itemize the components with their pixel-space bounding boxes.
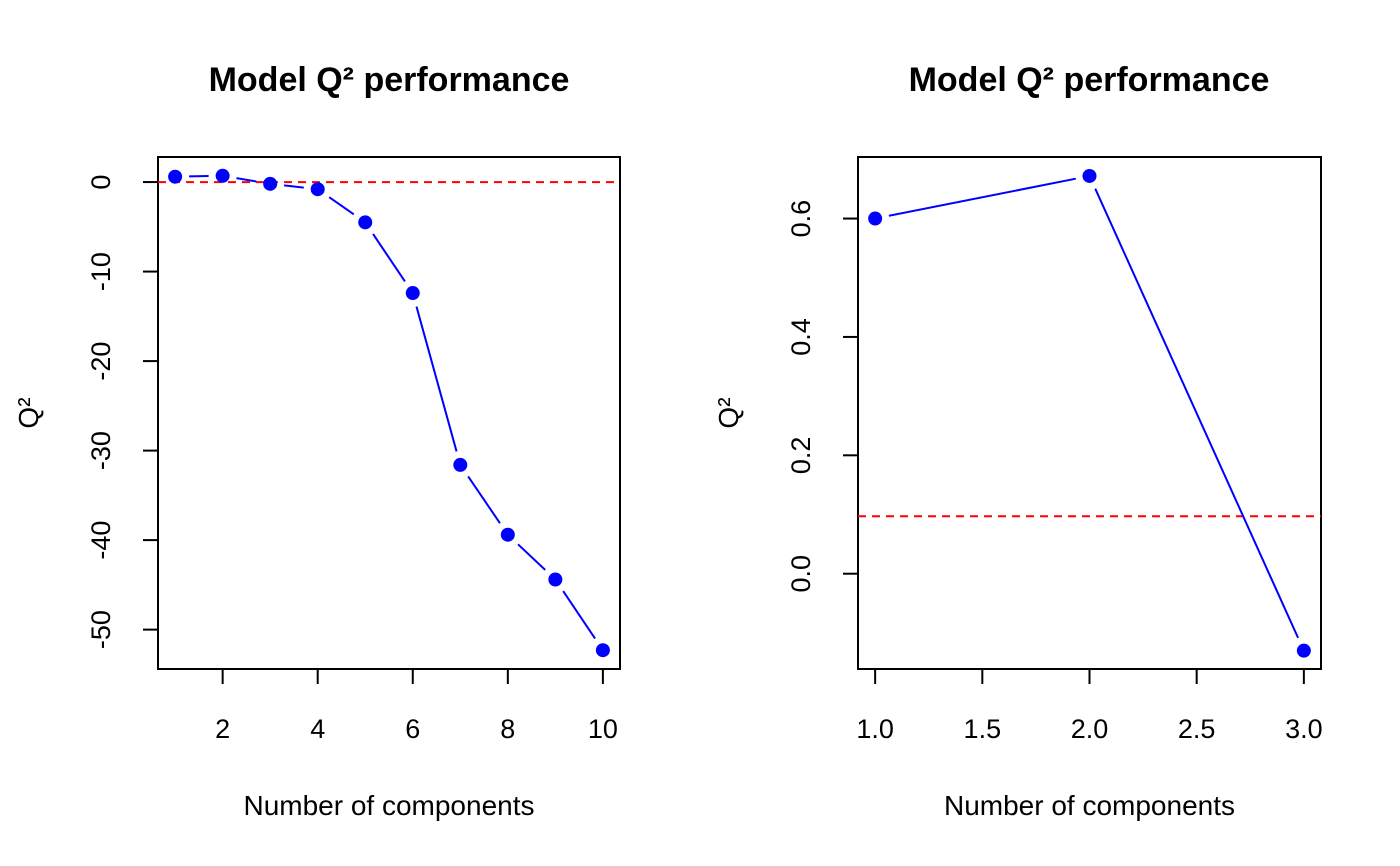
data-point xyxy=(868,211,883,226)
plot-frame xyxy=(157,156,621,670)
series-segment xyxy=(328,196,355,216)
series-segment xyxy=(372,233,406,282)
y-tick-label: 0.4 xyxy=(786,318,816,356)
series-segment xyxy=(888,177,1076,217)
chart-panel-q2-10-components: Model Q² performance 2 4 6 8 10 0 -10 -20 -30 -40 -… xyxy=(13,61,621,821)
y-tick-label: 0 xyxy=(86,175,116,190)
x-tick-label: 10 xyxy=(588,714,618,744)
y-tick-label: 0.2 xyxy=(786,437,816,475)
x-axis-label: Number of components xyxy=(944,790,1235,821)
x-tick-label: 1.5 xyxy=(964,714,1002,744)
series-segment xyxy=(517,543,546,571)
x-tick-label: 3.0 xyxy=(1285,714,1323,744)
data-point xyxy=(405,286,420,301)
y-tick-label: -40 xyxy=(86,521,116,560)
y-tick-label: -20 xyxy=(86,342,116,381)
data-point xyxy=(1296,643,1311,658)
x-tick-label: 2.0 xyxy=(1071,714,1109,744)
data-point xyxy=(453,457,468,472)
plot-frame xyxy=(857,156,1322,670)
y-tick-label: -50 xyxy=(86,610,116,649)
series-segment xyxy=(415,306,458,452)
data-point xyxy=(168,169,183,184)
series-segment xyxy=(1094,188,1300,639)
y-axis-label: Q² xyxy=(713,397,744,428)
data-point xyxy=(215,168,230,183)
y-tick-label: 0.6 xyxy=(786,200,816,238)
y-axis-label: Q² xyxy=(13,397,44,428)
data-point xyxy=(548,572,563,587)
x-tick-label: 4 xyxy=(310,714,325,744)
data-point xyxy=(358,215,373,230)
data-point xyxy=(263,176,278,191)
x-tick-label: 6 xyxy=(405,714,420,744)
data-point xyxy=(500,527,515,542)
series-segment xyxy=(236,177,257,183)
data-point xyxy=(1082,168,1097,183)
y-tick-label: 0.0 xyxy=(786,555,816,593)
chart-panel-q2-3-components: Model Q² performance 1.0 1.5 2.0 2.5 3.0 0.0 0.… xyxy=(713,61,1323,821)
data-point xyxy=(595,643,610,658)
series-segment xyxy=(562,590,596,640)
series-segment xyxy=(283,184,304,189)
x-tick-label: 1.0 xyxy=(856,714,894,744)
y-tick-label: -10 xyxy=(86,252,116,291)
x-tick-label: 8 xyxy=(500,714,515,744)
x-axis-label: Number of components xyxy=(243,790,534,821)
y-tick-label: -30 xyxy=(86,431,116,470)
data-point xyxy=(310,182,325,197)
chart-title: Model Q² performance xyxy=(209,61,570,99)
series-segment xyxy=(467,475,501,524)
x-tick-label: 2.5 xyxy=(1178,714,1216,744)
chart-title: Model Q² performance xyxy=(909,61,1270,99)
x-tick-label: 2 xyxy=(215,714,230,744)
